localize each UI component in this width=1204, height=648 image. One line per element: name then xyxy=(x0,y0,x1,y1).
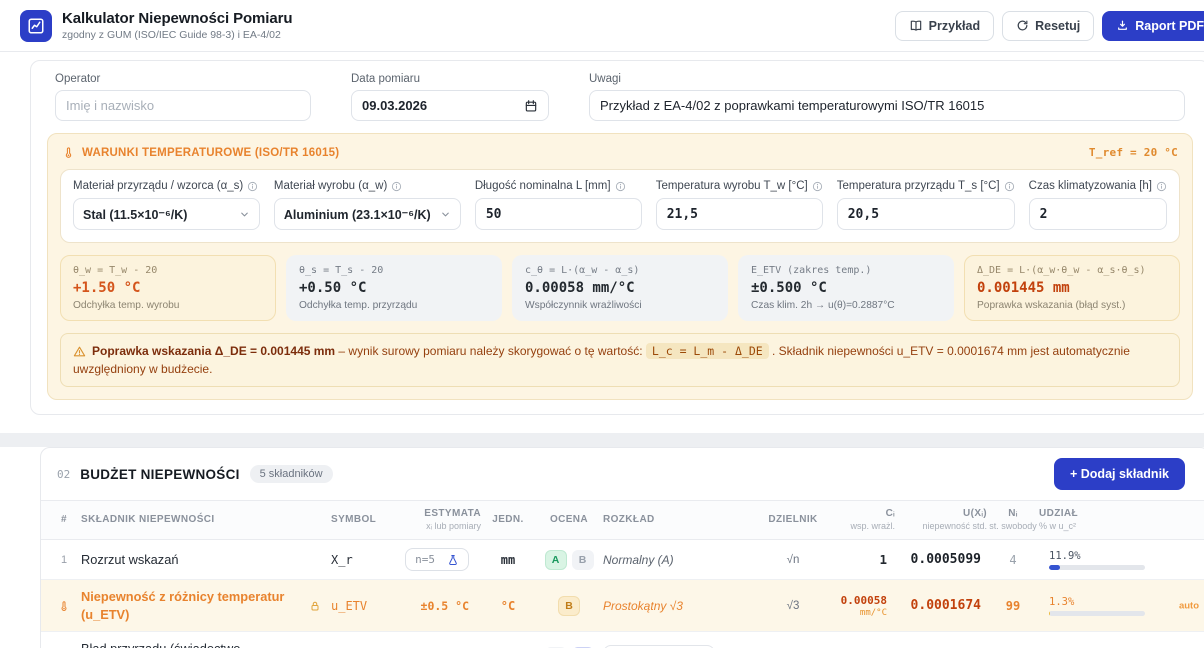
add-component-button[interactable]: + Dodaj składnik xyxy=(1054,458,1185,491)
distribution-label: Normalny (A) xyxy=(603,552,674,567)
download-icon xyxy=(1116,19,1129,32)
info-icon[interactable] xyxy=(391,181,402,192)
result-theta-s: θ_s = T_s - 20 +0.50 °C Odchyłka temp. p… xyxy=(286,255,502,321)
info-icon[interactable] xyxy=(1156,181,1167,192)
header-actions: Przykład Resetuj Raport PDF xyxy=(894,10,1204,41)
grade-a-toggle[interactable]: A xyxy=(544,549,567,570)
share-bar xyxy=(1049,610,1145,616)
temperature-panel: WARUNKI TEMPERATUROWE (ISO/TR 16015) T_r… xyxy=(47,133,1193,401)
result-etv: E_ETV (zakres temp.) ±0.500 °C Czas klim… xyxy=(738,255,954,321)
date-field: Data pomiaru 09.03.2026 xyxy=(351,73,549,121)
material-workpiece-field: Materiał wyrobu (α_w) Aluminium (23.1×10… xyxy=(273,180,461,230)
chevron-down-icon xyxy=(239,209,250,220)
correction-warning: Poprawka wskazania Δ_DE = 0.001445 mm – … xyxy=(60,333,1180,388)
notes-input[interactable] xyxy=(589,90,1185,121)
correction-formula-chip: L_c = L_m - Δ_DE xyxy=(645,343,769,359)
temperature-fields: Materiał przyrządu / wzorca (α_s) Stal (… xyxy=(60,169,1180,243)
acclimatization-time-field: Czas klimatyzowania [h] xyxy=(1028,180,1167,230)
component-name: Niepewność z różnicy temperatur (u_ETV) xyxy=(81,588,331,623)
instrument-temp-input[interactable] xyxy=(836,198,1015,230)
reset-icon xyxy=(1016,19,1029,32)
share-bar xyxy=(1049,564,1145,570)
instrument-temp-field: Temperatura przyrządu T_s [°C] xyxy=(836,180,1015,230)
workpiece-temp-field: Temperatura wyrobu T_w [°C] xyxy=(655,180,823,230)
budget-card: 02 BUDŻET NIEPEWNOŚCI 5 składników + Dod… xyxy=(40,447,1204,648)
info-icon[interactable] xyxy=(247,181,258,192)
material-standard-field: Materiał przyrządu / wzorca (α_s) Stal (… xyxy=(73,180,260,230)
example-button[interactable]: Przykład xyxy=(894,10,995,41)
measurements-button[interactable]: n=5 xyxy=(405,548,469,572)
temperature-results: θ_w = T_w - 20 +1.50 °C Odchyłka temp. w… xyxy=(60,255,1180,321)
table-row-etv: Niepewność z różnicy temperatur (u_ETV) … xyxy=(41,580,1204,632)
grade-b-toggle[interactable]: B xyxy=(558,595,580,616)
section-divider xyxy=(0,433,1204,448)
lock-icon xyxy=(309,600,321,612)
reset-button[interactable]: Resetuj xyxy=(1002,10,1095,41)
component-name: Rozrzut wskazań xyxy=(81,552,179,568)
page-subtitle: zgodny z GUM (ISO/IEC Guide 98-3) i EA-4… xyxy=(62,29,281,41)
operator-input[interactable] xyxy=(55,90,311,121)
info-icon[interactable] xyxy=(615,181,626,192)
info-icon[interactable] xyxy=(812,181,823,192)
info-icon[interactable] xyxy=(1004,181,1015,192)
component-count-badge: 5 składników xyxy=(249,465,333,484)
date-input[interactable]: 09.03.2026 xyxy=(351,90,549,121)
notes-field: Uwagi xyxy=(589,73,1185,121)
date-label: Data pomiaru xyxy=(351,73,421,85)
t-ref-value: T_ref = 20 °C xyxy=(1088,146,1178,159)
operator-field: Operator xyxy=(55,73,311,121)
table-row: 1 Rozrzut wskazań X_r n=5 mm A B Normaln… xyxy=(41,540,1204,581)
auto-badge: auto xyxy=(1178,600,1199,612)
chart-line-icon xyxy=(20,9,52,42)
book-icon xyxy=(909,19,923,33)
result-theta-w: θ_w = T_w - 20 +1.50 °C Odchyłka temp. w… xyxy=(60,255,276,321)
section-number: 02 xyxy=(57,467,71,481)
notes-label: Uwagi xyxy=(589,73,621,85)
nominal-length-input[interactable] xyxy=(474,198,642,230)
warning-suffix: . Składnik niepewności u_ETV = 0.0001674… xyxy=(73,344,1130,377)
result-sensitivity: c_θ = L·(α_w - α_s) 0.00058 mm/°C Współc… xyxy=(512,255,728,321)
budget-table-header: # SKŁADNIK NIEPEWNOŚCI SYMBOL ESTYMATA xᵢ… xyxy=(41,500,1204,541)
measurement-form-card: Operator Data pomiaru 09.03.2026 Uwagi W… xyxy=(30,60,1204,416)
calendar-icon[interactable] xyxy=(524,99,538,113)
material-standard-select[interactable]: Stal (11.5×10⁻⁶/K) xyxy=(73,198,260,230)
grade-b-toggle[interactable]: B xyxy=(571,549,594,570)
share-cell: 1.3% xyxy=(1039,596,1197,616)
temperature-section-title: WARUNKI TEMPERATUROWE (ISO/TR 16015) xyxy=(82,146,340,159)
flask-icon xyxy=(447,554,459,566)
warning-triangle-icon xyxy=(73,345,86,358)
distribution-label: Prostokątny √3 xyxy=(603,598,683,613)
thermometer-icon xyxy=(47,600,81,612)
app-header: Kalkulator Niepewności Pomiaru zgodny z … xyxy=(0,0,1204,52)
chevron-down-icon xyxy=(440,209,451,220)
budget-title: BUDŻET NIEPEWNOŚCI xyxy=(80,466,240,482)
material-workpiece-select[interactable]: Aluminium (23.1×10⁻⁶/K) xyxy=(273,198,461,230)
share-cell: 11.9% xyxy=(1039,550,1197,570)
report-pdf-button[interactable]: Raport PDF xyxy=(1102,10,1204,41)
table-row: 3 Błąd przyrządu (świadectwo wzorcowania… xyxy=(41,631,1204,648)
acclimatization-time-input[interactable] xyxy=(1028,198,1167,230)
warning-text: – wynik surowy pomiaru należy skorygować… xyxy=(335,344,646,358)
nominal-length-field: Długość nominalna L [mm] xyxy=(474,180,642,230)
page-title: Kalkulator Niepewności Pomiaru xyxy=(62,10,293,27)
warning-prefix: Poprawka wskazania Δ_DE = 0.001445 mm xyxy=(92,344,336,358)
workpiece-temp-input[interactable] xyxy=(655,198,823,230)
component-name: Błąd przyrządu (świadectwo wzorcowania) xyxy=(81,640,331,648)
operator-label: Operator xyxy=(55,73,101,85)
thermometer-icon xyxy=(62,146,75,159)
result-delta-de: Δ_DE = L·(α_w·θ_w - α_s·θ_s) 0.001445 mm… xyxy=(964,255,1180,321)
